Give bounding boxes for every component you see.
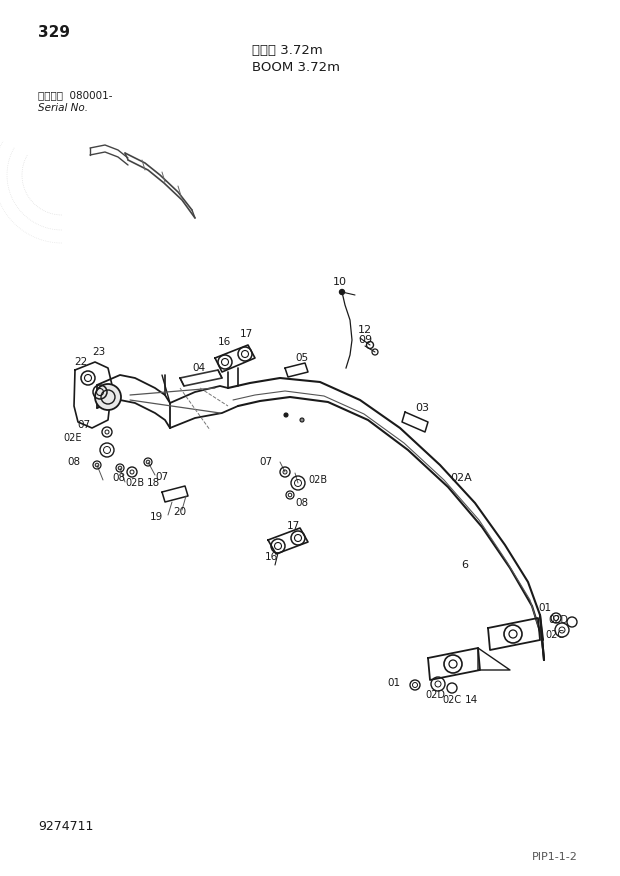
Text: 18: 18	[147, 478, 160, 488]
Text: 10: 10	[333, 277, 347, 287]
Text: 02C: 02C	[442, 695, 461, 705]
Text: 02C: 02C	[545, 630, 564, 640]
Text: 03: 03	[415, 403, 429, 413]
Text: Serial No.: Serial No.	[38, 103, 88, 113]
Text: 23: 23	[92, 347, 105, 357]
Text: 12: 12	[358, 325, 372, 335]
Text: 17: 17	[240, 329, 253, 339]
Circle shape	[300, 418, 304, 422]
Text: 08: 08	[112, 473, 125, 483]
Text: 08: 08	[295, 498, 308, 508]
Text: 05: 05	[295, 353, 308, 363]
Circle shape	[95, 384, 121, 410]
Text: 02B: 02B	[308, 475, 327, 485]
Text: 07: 07	[77, 420, 90, 430]
Text: 01: 01	[538, 603, 551, 613]
Text: 08: 08	[67, 457, 80, 467]
Circle shape	[340, 289, 345, 294]
Text: 02A: 02A	[450, 473, 472, 483]
Text: 02D: 02D	[548, 615, 568, 625]
Text: 9274711: 9274711	[38, 820, 94, 833]
Text: 07: 07	[155, 472, 168, 482]
Text: ブーム 3.72m: ブーム 3.72m	[252, 44, 323, 57]
Text: 16: 16	[218, 337, 231, 347]
Text: PIP1-1-2: PIP1-1-2	[532, 852, 578, 862]
Text: 04: 04	[192, 363, 205, 373]
Text: 17: 17	[287, 521, 300, 531]
Text: 02E: 02E	[63, 433, 82, 443]
Text: 329: 329	[38, 25, 70, 40]
Text: 16: 16	[265, 552, 278, 562]
Text: 07: 07	[259, 457, 272, 467]
Text: 02B: 02B	[125, 478, 144, 488]
Text: 6: 6	[461, 560, 469, 570]
Text: 19: 19	[150, 512, 163, 522]
Circle shape	[284, 413, 288, 417]
Text: 22: 22	[74, 357, 87, 367]
Text: 14: 14	[465, 695, 478, 705]
Text: 01: 01	[387, 678, 400, 688]
Text: 20: 20	[174, 507, 187, 517]
Text: BOOM 3.72m: BOOM 3.72m	[252, 61, 340, 74]
Text: 適用号機  080001-: 適用号機 080001-	[38, 90, 112, 100]
Text: 02D: 02D	[425, 690, 445, 700]
Text: 09: 09	[358, 335, 372, 345]
